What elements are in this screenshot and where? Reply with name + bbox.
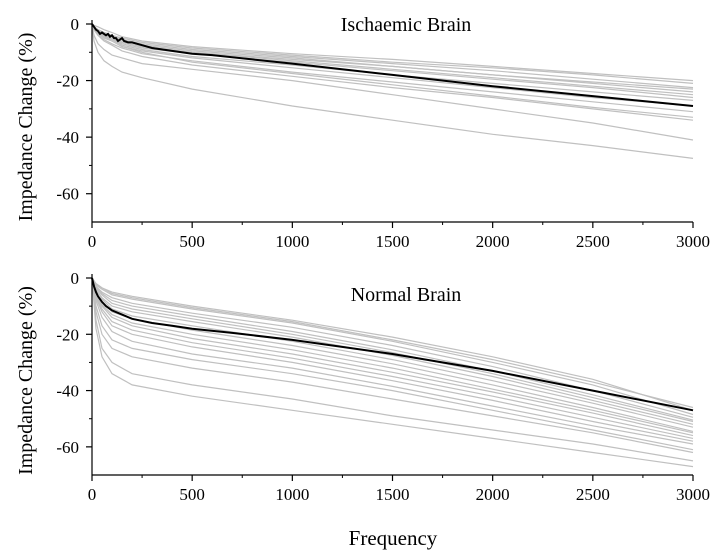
sample-series-line-7 <box>91 23 694 107</box>
y-tick-label: -20 <box>56 325 79 344</box>
chart-title: Ischaemic Brain <box>341 14 472 36</box>
x-tick-label: 2000 <box>476 232 510 251</box>
x-tick-label: 1000 <box>275 232 309 251</box>
sample-series-line-16 <box>91 277 694 468</box>
x-tick-label: 500 <box>179 232 205 251</box>
chart-title: Normal Brain <box>351 284 462 306</box>
mean-series-line <box>91 23 694 107</box>
x-tick-label: 3000 <box>676 232 710 251</box>
y-tick-label: -40 <box>56 128 79 147</box>
sample-series-line-13 <box>91 23 694 84</box>
x-tick-label: 2500 <box>576 232 610 251</box>
sample-series-line-14 <box>91 277 694 451</box>
sample-series-line-11 <box>91 23 694 141</box>
sample-series-line-5 <box>91 277 694 423</box>
mean-series-line <box>91 277 694 412</box>
sample-series-line-4 <box>91 277 694 421</box>
y-tick-label: -40 <box>56 382 79 401</box>
sample-series-line-12 <box>91 277 694 442</box>
x-tick-label: 1000 <box>275 485 309 504</box>
x-tick-label: 1500 <box>376 232 410 251</box>
sample-series-line-2 <box>91 277 694 416</box>
y-tick-label: 0 <box>71 269 80 288</box>
sample-series-line-17 <box>91 277 694 409</box>
ischaemic-brain-panel: 0 500 1000 1500 2000 2500 3000 0 -20 -40 -60 Ischae… <box>15 14 710 251</box>
sample-series-line-10 <box>91 23 694 121</box>
x-tick-label: 2000 <box>476 485 510 504</box>
sample-series-line-11 <box>91 277 694 439</box>
sample-series-line-9 <box>91 277 694 434</box>
sample-series-line-10 <box>91 277 694 437</box>
x-tick-label: 3000 <box>676 485 710 504</box>
y-tick-label: -20 <box>56 72 79 91</box>
sample-series-line-12 <box>91 23 694 159</box>
y-axis-label: Impedance Change (%) <box>15 286 37 475</box>
sample-series-line-15 <box>91 277 694 462</box>
x-tick-label: 2500 <box>576 485 610 504</box>
y-tick-label: -60 <box>56 438 79 457</box>
sample-series-line-13 <box>91 277 694 445</box>
shared-x-axis-label: Frequency <box>349 526 438 550</box>
normal-brain-panel: 0 500 1000 1500 2000 2500 3000 0 -20 -40 -60 Normal… <box>15 269 710 504</box>
sample-series-line-18 <box>91 277 694 454</box>
x-tick-label: 0 <box>88 485 97 504</box>
sample-series-line-1 <box>91 23 694 82</box>
x-tick-label: 0 <box>88 232 97 251</box>
y-tick-label: 0 <box>71 15 80 34</box>
y-tick-label: -60 <box>56 185 79 204</box>
sample-series-line-7 <box>91 277 694 428</box>
x-tick-label: 500 <box>179 485 205 504</box>
sample-series-line-3 <box>91 277 694 418</box>
x-tick-label: 1500 <box>376 485 410 504</box>
y-axis-label: Impedance Change (%) <box>15 33 37 222</box>
